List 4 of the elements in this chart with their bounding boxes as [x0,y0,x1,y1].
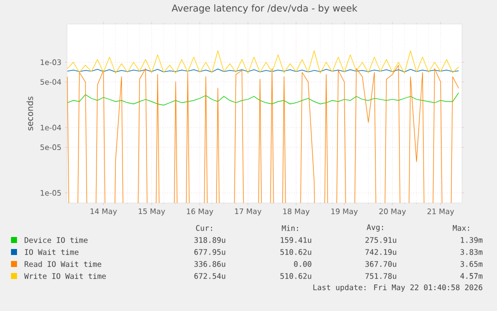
line-series [67,50,459,74]
y-axis-title: seconds [26,96,34,130]
chart-title: Average latency for /dev/vda - by week [172,4,358,14]
line-series [67,92,459,106]
